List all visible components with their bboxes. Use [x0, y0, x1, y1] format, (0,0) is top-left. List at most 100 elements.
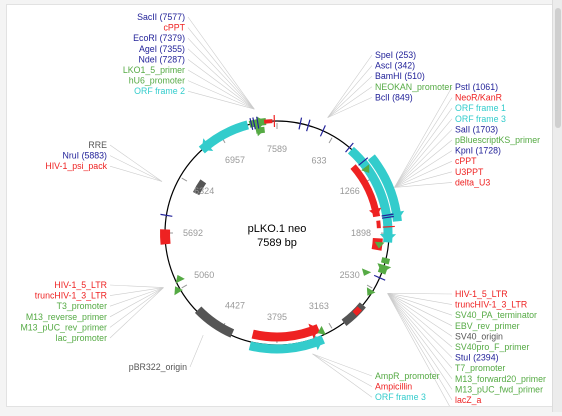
- feature-label: SV40_origin: [455, 331, 503, 341]
- feature-label: T7_promoter: [455, 363, 505, 373]
- vertical-scrollbar[interactable]: [552, 0, 562, 412]
- leader-line: [328, 97, 372, 117]
- plasmid-map-canvas: 7589633126618982530316337954427506056926…: [7, 5, 555, 406]
- feature-label: SacII (7577): [137, 12, 185, 22]
- feature-label: NEOKAN_promoter: [375, 82, 452, 92]
- scale-tick-label: 2530: [340, 270, 360, 280]
- restriction-site-marks: [160, 115, 394, 280]
- feature-label: pBluescriptKS_primer: [455, 135, 540, 145]
- feature-label: AgeI (7355): [139, 44, 185, 54]
- scale-tick-label: 1266: [340, 186, 360, 196]
- feature-label: BclI (849): [375, 92, 413, 102]
- feature-label: NruI (5883): [63, 151, 108, 161]
- leader-line: [110, 288, 164, 328]
- feature-arc-red: [355, 308, 360, 313]
- scale-tick-label: 6324: [194, 186, 214, 196]
- leader-line: [110, 288, 164, 296]
- feature-label: EcoRI (7379): [133, 33, 185, 43]
- feature-label: ORF frame 1: [455, 103, 506, 113]
- scale-tick-label: 5692: [183, 228, 203, 238]
- feature-label: lac_promoter: [56, 333, 107, 343]
- feature-arc-green: [385, 258, 386, 263]
- feature-label: cPPT: [455, 156, 477, 166]
- feature-arc-red: [253, 328, 319, 337]
- feature-label: AscI (342): [375, 61, 415, 71]
- feature-label: ORF frame 2: [134, 86, 185, 96]
- feature-label: HIV-1_5_LTR: [455, 289, 508, 299]
- leader-line: [395, 151, 453, 188]
- feature-label: U3PPT: [455, 167, 484, 177]
- feature-label: M13_forward20_primer: [455, 374, 546, 384]
- feature-label: SpeI (253): [375, 50, 416, 60]
- feature-label: M13_pUC_fwd_primer: [455, 384, 543, 394]
- feature-arc-red: [165, 229, 166, 244]
- leader-line: [188, 38, 254, 109]
- feature-label: StuI (2394): [455, 353, 499, 363]
- feature-arc-gray: [198, 310, 232, 334]
- feature-label: NdeI (7287): [139, 54, 186, 64]
- feature-label: Ampicillin: [375, 382, 412, 392]
- scale-tick-label: 5060: [194, 270, 214, 280]
- scrollbar-thumb[interactable]: [555, 8, 561, 128]
- feature-label: truncHIV-1_3_LTR: [455, 300, 527, 310]
- leader-line: [110, 288, 164, 338]
- scale-tick-label: 1898: [351, 228, 371, 238]
- feature-label: HIV-1_psi_pack: [45, 161, 107, 171]
- feature-label: EBV_rev_primer: [455, 321, 520, 331]
- scale-tick-label: 4427: [225, 301, 245, 311]
- feature-label: cPPT: [163, 23, 185, 33]
- scale-tick: [182, 178, 187, 181]
- leader-line: [313, 354, 373, 376]
- site-mark: [374, 275, 385, 280]
- leader-line: [328, 76, 372, 117]
- leader-line: [188, 59, 254, 109]
- site-mark: [320, 125, 325, 136]
- scale-tick-label: 6957: [225, 155, 245, 165]
- feature-label: hU6_promoter: [129, 76, 185, 86]
- leader-line: [328, 55, 372, 118]
- feature-arrowhead: [362, 268, 371, 276]
- feature-arc-red: [264, 121, 272, 122]
- feature-label: RRE: [88, 140, 107, 150]
- leader-line: [395, 129, 453, 187]
- plasmid-size: 7589 bp: [257, 237, 297, 249]
- leader-line: [190, 335, 203, 367]
- leader-line: [188, 17, 254, 109]
- feature-label: pBR322_origin: [129, 362, 187, 372]
- feature-label: delta_U3: [455, 177, 490, 187]
- feature-label: SalI (1703): [455, 124, 498, 134]
- leader-line: [313, 354, 373, 387]
- scale-tick: [329, 138, 332, 143]
- leader-line: [395, 119, 453, 188]
- leader-line: [110, 145, 162, 182]
- feature-label: NeoR/KanR: [455, 93, 502, 103]
- feature-label: ORF frame 3: [455, 114, 506, 124]
- feature-label: lacZ_a: [455, 395, 482, 405]
- feature-label: M13_reverse_primer: [26, 312, 107, 322]
- leader-line: [110, 288, 164, 307]
- feature-label: truncHIV-1_3_LTR: [35, 291, 107, 301]
- site-mark: [383, 226, 395, 227]
- leader-line: [388, 293, 452, 347]
- scale-tick: [329, 323, 332, 328]
- leader-line: [110, 285, 164, 288]
- feature-label: BamHI (510): [375, 71, 425, 81]
- feature-label: SV40pro_F_primer: [455, 342, 529, 352]
- scale-tick-label: 3795: [267, 312, 287, 322]
- scale-tick-label: 633: [311, 155, 326, 165]
- feature-label: LKO1_5_primer: [123, 65, 185, 75]
- leader-line: [188, 70, 254, 109]
- feature-label: PstI (1061): [455, 82, 498, 92]
- scale-tick-label: 3163: [309, 301, 329, 311]
- plasmid-name: pLKO.1 neo: [248, 223, 307, 235]
- feature-label: HIV-1_5_LTR: [54, 280, 107, 290]
- leader-line: [395, 108, 453, 187]
- feature-arc-red: [378, 221, 379, 229]
- feature-label: KpnI (1728): [455, 146, 501, 156]
- scale-tick: [182, 285, 187, 288]
- leader-line: [313, 354, 373, 397]
- scale-tick: [367, 285, 372, 288]
- leader-line: [188, 28, 254, 110]
- feature-label: M13_pUC_rev_primer: [20, 322, 107, 332]
